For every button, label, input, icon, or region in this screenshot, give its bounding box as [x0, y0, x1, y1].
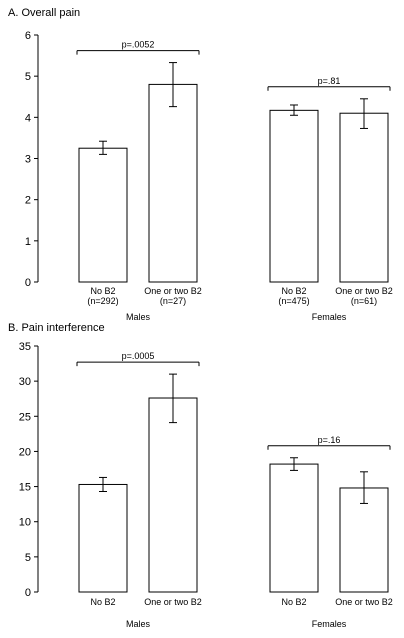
y-tick-label: 15 — [19, 482, 31, 494]
category-label: One or two B2 — [144, 597, 202, 607]
bar — [269, 463, 319, 593]
panel-pain-interference: B. Pain interference 0 5 10 15 20 25 30 35 No B2… — [8, 322, 393, 629]
group-label: Females — [312, 312, 347, 322]
bar — [148, 397, 198, 593]
y-tick-label: 35 — [19, 341, 31, 353]
sample-size-label: (n=27) — [160, 296, 186, 306]
y-tick-label: 25 — [19, 411, 31, 423]
y-tick-label: 10 — [19, 517, 31, 529]
sample-size-label: (n=292) — [87, 296, 118, 306]
category-label: No B2 — [90, 597, 115, 607]
bar — [339, 487, 389, 593]
bar — [269, 109, 319, 283]
p-value-label: p=.16 — [318, 435, 341, 445]
bar — [148, 83, 198, 283]
category-label: One or two B2 — [144, 286, 202, 296]
category-label: One or two B2 — [335, 286, 393, 296]
category-label: No B2 — [281, 597, 306, 607]
y-tick-label: 1 — [25, 236, 31, 248]
panel-title: A. Overall pain — [8, 7, 80, 19]
y-tick-label: 20 — [19, 446, 31, 458]
group-label: Males — [126, 312, 151, 322]
sample-size-label: (n=61) — [351, 296, 377, 306]
y-tick-label: 3 — [25, 154, 31, 166]
category-label: No B2 — [281, 286, 306, 296]
group-label: Males — [126, 619, 151, 629]
sample-size-label: (n=475) — [278, 296, 309, 306]
bar — [339, 112, 389, 283]
category-label: One or two B2 — [335, 597, 393, 607]
p-value-label: p=.0005 — [122, 351, 155, 361]
y-tick-label: 4 — [25, 112, 31, 124]
y-tick-label: 6 — [25, 30, 31, 42]
y-tick-label: 5 — [25, 552, 31, 564]
y-tick-label: 0 — [25, 587, 31, 599]
y-tick-label: 2 — [25, 195, 31, 207]
p-value-label: p=.0052 — [122, 40, 155, 50]
p-value-label: p=.81 — [318, 76, 341, 86]
y-tick-label: 5 — [25, 71, 31, 83]
group-label: Females — [312, 619, 347, 629]
panel-title: B. Pain interference — [8, 322, 105, 334]
y-tick-label: 0 — [25, 277, 31, 289]
bar — [78, 483, 128, 593]
category-label: No B2 — [90, 286, 115, 296]
y-tick-label: 30 — [19, 376, 31, 388]
bar — [78, 147, 128, 283]
